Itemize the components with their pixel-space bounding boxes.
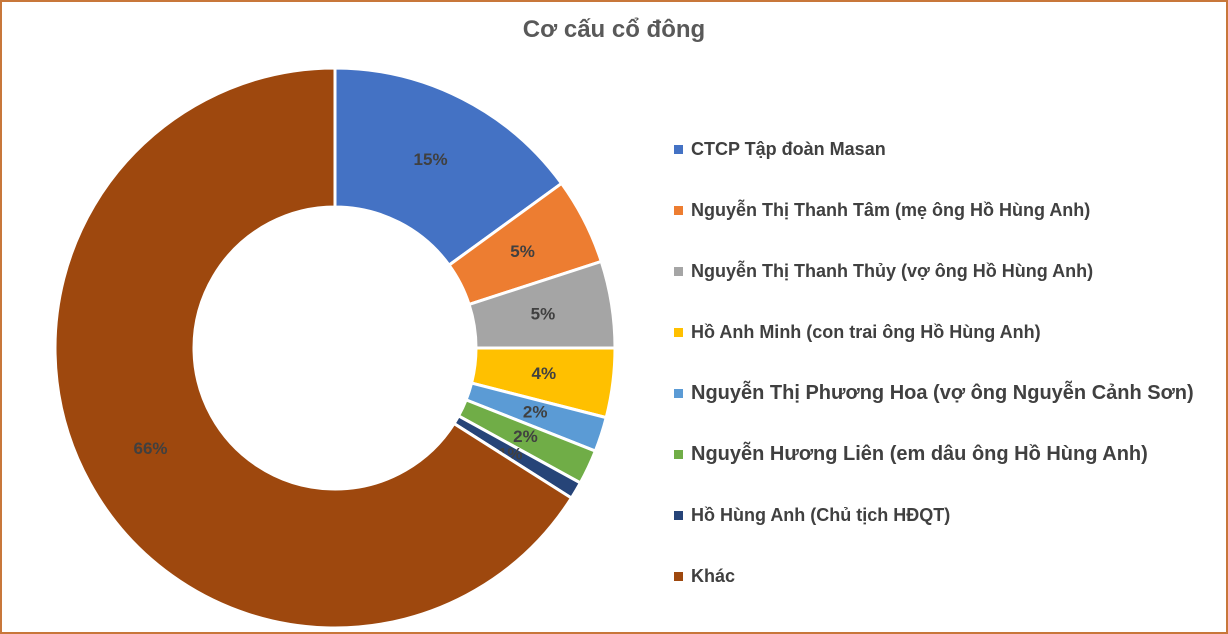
legend-item: CTCP Tập đoàn Masan: [674, 119, 1226, 180]
slice-data-label: 2%: [523, 403, 548, 422]
legend-label: CTCP Tập đoàn Masan: [691, 139, 886, 159]
legend-swatch: [674, 328, 683, 337]
legend-swatch: [674, 450, 683, 459]
legend-item: Nguyễn Hương Liên (em dâu ông Hồ Hùng An…: [674, 424, 1226, 485]
donut-slice: [333, 66, 564, 268]
legend-label: Nguyễn Thị Thanh Tâm (mẹ ông Hồ Hùng Anh…: [691, 200, 1091, 220]
legend-item: Khác: [674, 546, 1226, 607]
legend-label: Nguyễn Thị Phương Hoa (vợ ông Nguyễn Cản…: [691, 382, 1194, 404]
legend-label: Hồ Hùng Anh (Chủ tịch HĐQT): [691, 505, 951, 525]
legend-swatch: [674, 389, 683, 398]
legend-label: Nguyễn Hương Liên (em dâu ông Hồ Hùng An…: [691, 443, 1148, 465]
legend-item: Nguyễn Thị Thanh Thủy (vợ ông Hồ Hùng An…: [674, 241, 1226, 302]
legend-item: Nguyễn Thị Phương Hoa (vợ ông Nguyễn Cản…: [674, 363, 1226, 424]
slice-data-label: 4%: [532, 364, 557, 383]
slice-data-label: 5%: [510, 242, 535, 261]
legend-swatch: [674, 145, 683, 154]
slice-data-label: 15%: [414, 150, 448, 169]
legend-swatch: [674, 511, 683, 520]
legend-swatch: [674, 267, 683, 276]
slice-data-label: 5%: [531, 305, 556, 324]
donut-slice: [53, 66, 574, 630]
slice-data-label: 66%: [134, 439, 168, 458]
chart-title: Cơ cấu cổ đông: [522, 16, 706, 43]
legend-item: Nguyễn Thị Thanh Tâm (mẹ ông Hồ Hùng Anh…: [674, 180, 1226, 241]
chart-legend: CTCP Tập đoàn Masan Nguyễn Thị Thanh Tâm …: [674, 119, 1226, 607]
legend-label: Hồ Anh Minh (con trai ông Hồ Hùng Anh): [691, 322, 1041, 342]
legend-label: Khác: [691, 566, 736, 586]
legend-label: Nguyễn Thị Thanh Thủy (vợ ông Hồ Hùng An…: [691, 261, 1094, 281]
slice-data-label: 2%: [513, 427, 538, 446]
legend-swatch: [674, 572, 683, 581]
legend-item: Hồ Hùng Anh (Chủ tịch HĐQT): [674, 485, 1226, 546]
legend-swatch: [674, 206, 683, 215]
legend-item: Hồ Anh Minh (con trai ông Hồ Hùng Anh): [674, 302, 1226, 363]
